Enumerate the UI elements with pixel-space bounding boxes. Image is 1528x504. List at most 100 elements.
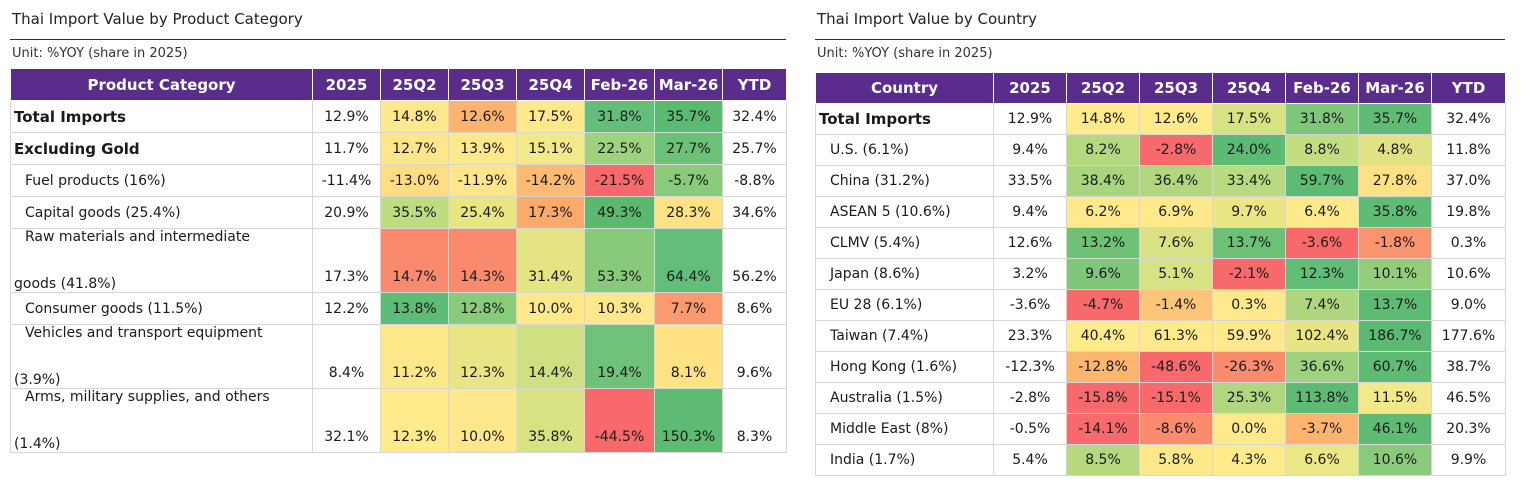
value-cell: 35.8% (1358, 196, 1432, 228)
row-label-line: Arms, military supplies, and others (25, 389, 270, 406)
value-cell: -3.6% (993, 289, 1067, 321)
column-header: Mar-26 (654, 68, 723, 101)
value-cell: 4.3% (1212, 444, 1286, 476)
value-cell: 35.8% (516, 388, 585, 453)
table-row: Capital goods (25.4%) 20.9% 35.5% 25.4% 17.3… (10, 196, 787, 229)
value-cell: 17.3% (516, 196, 585, 229)
value-cell: 17.5% (1212, 103, 1286, 135)
value-cell: 25.7% (722, 132, 787, 165)
value-cell: 11.2% (380, 324, 449, 389)
value-cell: 9.0% (1431, 289, 1506, 321)
value-cell: 60.7% (1358, 351, 1432, 383)
value-cell: -26.3% (1212, 351, 1286, 383)
value-cell: 19.4% (584, 324, 655, 389)
value-cell: 36.6% (1285, 351, 1359, 383)
value-cell: 9.4% (993, 196, 1067, 228)
value-cell: 12.3% (448, 324, 517, 389)
table-row: Vehicles and transport equipment (3.9%) 8.… (10, 324, 787, 389)
value-cell: 5.1% (1139, 258, 1213, 290)
value-cell: 8.2% (1066, 134, 1140, 166)
row-label: Taiwan (7.4%) (815, 320, 994, 352)
row-label: Capital goods (25.4%) (10, 196, 313, 229)
value-cell: -1.4% (1139, 289, 1213, 321)
row-label: Total Imports (815, 103, 994, 135)
value-cell: 14.7% (380, 228, 449, 293)
value-cell: 12.9% (993, 103, 1067, 135)
value-cell: -0.5% (993, 413, 1067, 445)
table-row: Hong Kong (1.6%) -12.3% -12.8% -48.6% -26.3%… (815, 351, 1506, 383)
value-cell: 56.2% (722, 228, 787, 293)
table-row: U.S. (6.1%) 9.4% 8.2% -2.8% 24.0% 8.8% 4.8% 11.… (815, 134, 1506, 166)
value-cell: -14.1% (1066, 413, 1140, 445)
value-cell: -2.8% (993, 382, 1067, 414)
value-cell: 8.5% (1066, 444, 1140, 476)
value-cell: 8.6% (722, 292, 787, 325)
title-divider (815, 39, 1505, 40)
column-header: Feb-26 (1285, 72, 1359, 104)
value-cell: 37.0% (1431, 165, 1506, 197)
value-cell: 14.4% (516, 324, 585, 389)
value-cell: 0.0% (1212, 413, 1286, 445)
row-label-line: (3.9%) (14, 372, 61, 388)
row-label: EU 28 (6.1%) (815, 289, 994, 321)
value-cell: 9.6% (722, 324, 787, 389)
table-row: Raw materials and intermediate goods (41.… (10, 228, 787, 293)
table-row: India (1.7%) 5.4% 8.5% 5.8% 4.3% 6.6% 10.6% 9.9… (815, 444, 1506, 476)
column-header: 25Q4 (516, 68, 585, 101)
value-cell: 5.8% (1139, 444, 1213, 476)
value-cell: 13.2% (1066, 227, 1140, 259)
value-cell: 49.3% (584, 196, 655, 229)
value-cell: -3.6% (1285, 227, 1359, 259)
value-cell: 10.0% (516, 292, 585, 325)
value-cell: 33.4% (1212, 165, 1286, 197)
column-header: YTD (722, 68, 787, 101)
value-cell: 7.6% (1139, 227, 1213, 259)
value-cell: 32.4% (722, 100, 787, 133)
row-label: Japan (8.6%) (815, 258, 994, 290)
country-table: Country 2025 25Q2 25Q3 25Q4 Feb-26 Mar-26 YTD T… (815, 72, 1506, 476)
column-header: 25Q3 (448, 68, 517, 101)
value-cell: 9.9% (1431, 444, 1506, 476)
value-cell: 13.8% (380, 292, 449, 325)
value-cell: -21.5% (584, 164, 655, 197)
value-cell: 11.8% (1431, 134, 1506, 166)
value-cell: 8.4% (312, 324, 381, 389)
row-label: Hong Kong (1.6%) (815, 351, 994, 383)
row-label: Raw materials and intermediate goods (41.… (10, 228, 313, 293)
table-row: EU 28 (6.1%) -3.6% -4.7% -1.4% 0.3% 7.4% 13.7%… (815, 289, 1506, 321)
value-cell: 113.8% (1285, 382, 1359, 414)
row-label: India (1.7%) (815, 444, 994, 476)
value-cell: -48.6% (1139, 351, 1213, 383)
column-header: 25Q2 (380, 68, 449, 101)
column-header: 25Q4 (1212, 72, 1286, 104)
value-cell: 6.6% (1285, 444, 1359, 476)
row-label: U.S. (6.1%) (815, 134, 994, 166)
value-cell: 150.3% (654, 388, 723, 453)
value-cell: 10.6% (1358, 444, 1432, 476)
value-cell: 59.9% (1212, 320, 1286, 352)
product-panel-title: Thai Import Value by Product Category (12, 10, 303, 28)
value-cell: 13.9% (448, 132, 517, 165)
table-row: Japan (8.6%) 3.2% 9.6% 5.1% -2.1% 12.3% 10.1% 1… (815, 258, 1506, 290)
country-unit-note: Unit: %YOY (share in 2025) (817, 46, 993, 61)
value-cell: 15.1% (516, 132, 585, 165)
table-row: ASEAN 5 (10.6%) 9.4% 6.2% 6.9% 9.7% 6.4% 35.8%… (815, 196, 1506, 228)
value-cell: -2.1% (1212, 258, 1286, 290)
table-row: Australia (1.5%) -2.8% -15.8% -15.1% 25.3% 11… (815, 382, 1506, 414)
row-label: Consumer goods (11.5%) (10, 292, 313, 325)
table-row: China (31.2%) 33.5% 38.4% 36.4% 33.4% 59.7% 27… (815, 165, 1506, 197)
value-cell: 186.7% (1358, 320, 1432, 352)
table-row: CLMV (5.4%) 12.6% 13.2% 7.6% 13.7% -3.6% -1.8%… (815, 227, 1506, 259)
value-cell: 8.1% (654, 324, 723, 389)
value-cell: -11.9% (448, 164, 517, 197)
table-row: Total Imports 12.9% 14.8% 12.6% 17.5% 31.8% 35… (815, 103, 1506, 135)
value-cell: 14.3% (448, 228, 517, 293)
row-label: Fuel products (16%) (10, 164, 313, 197)
value-cell: 12.3% (1285, 258, 1359, 290)
value-cell: 46.1% (1358, 413, 1432, 445)
row-label: Excluding Gold (10, 132, 313, 165)
value-cell: 10.6% (1431, 258, 1506, 290)
value-cell: 10.3% (584, 292, 655, 325)
value-cell: 35.7% (654, 100, 723, 133)
value-cell: -1.8% (1358, 227, 1432, 259)
